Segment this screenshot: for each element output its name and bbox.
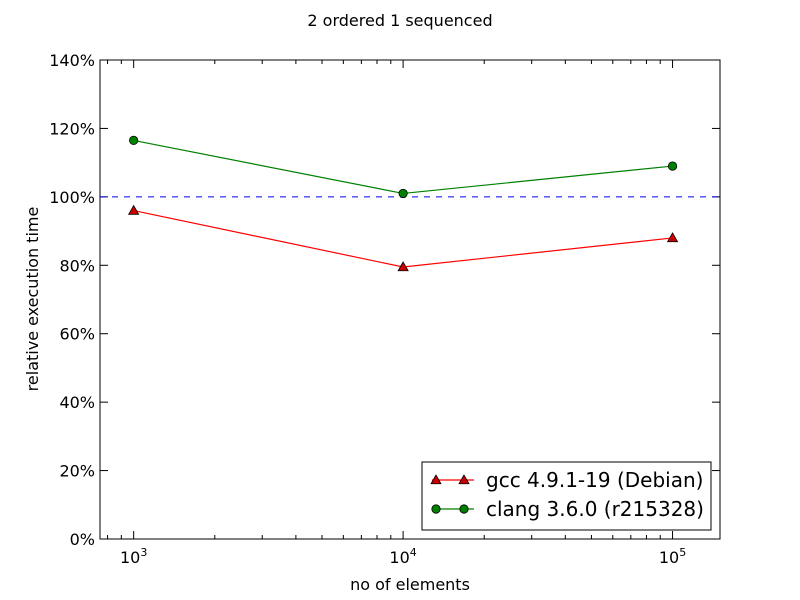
- y-tick-label: 80%: [59, 256, 95, 275]
- legend-label: gcc 4.9.1-19 (Debian): [486, 468, 703, 492]
- y-tick-label: 40%: [59, 393, 95, 412]
- series-1: [129, 135, 678, 199]
- data-point: [129, 135, 139, 146]
- y-tick-label: 0%: [70, 530, 95, 549]
- legend-marker: [430, 474, 442, 485]
- legend-marker: [459, 504, 469, 514]
- legend: gcc 4.9.1-19 (Debian) clang 3.6.0 (r21532…: [421, 461, 712, 531]
- data-point: [127, 204, 140, 215]
- legend-item: gcc 4.9.1-19 (Debian): [430, 468, 703, 492]
- y-tick-label: 20%: [59, 462, 95, 481]
- y-tick-label: 100%: [49, 188, 95, 207]
- data-point: [667, 161, 678, 171]
- data-point: [398, 188, 408, 199]
- legend-marker: [458, 474, 470, 485]
- data-point: [666, 232, 679, 243]
- chart-title: 2 ordered 1 sequenced: [307, 11, 492, 30]
- legend-label: clang 3.6.0 (r215328): [486, 497, 704, 521]
- x-tick-label: 105: [659, 546, 686, 567]
- series-0: [127, 204, 679, 272]
- series-line: [133, 139, 673, 195]
- legend-marker: [431, 504, 441, 514]
- y-tick-label: 60%: [59, 325, 95, 344]
- series-line: [133, 209, 673, 268]
- x-tick-label: 103: [120, 546, 147, 567]
- legend-item: clang 3.6.0 (r215328): [431, 497, 704, 521]
- y-tick-label: 120%: [49, 119, 95, 138]
- plot-area: 0% 20% 40% 60% 80% 100% 120% 140% 103 104 105 gcc 4…: [49, 51, 721, 567]
- data-point: [397, 261, 409, 272]
- x-axis-label: no of elements: [350, 575, 470, 594]
- y-axis-label: relative execution time: [23, 207, 42, 392]
- x-tick-label: 104: [389, 546, 416, 567]
- legend-box: [421, 461, 712, 531]
- plot-frame: [99, 59, 721, 540]
- y-tick-label: 140%: [49, 51, 95, 70]
